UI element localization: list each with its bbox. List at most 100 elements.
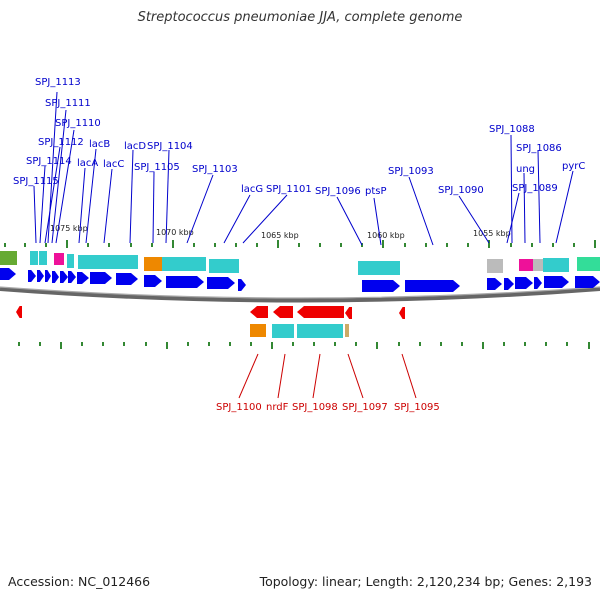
cog-block (144, 257, 162, 271)
forward-genes (0, 268, 600, 292)
gene-label: SPJ_1100 (216, 402, 262, 413)
tick-mark (250, 342, 252, 346)
gene-arrow (273, 306, 293, 318)
gene-label: SPJ_1112 (38, 137, 84, 148)
gene-label: lacB (89, 139, 110, 150)
gene-label: SPJ_1086 (516, 143, 562, 154)
gene-label: pyrC (562, 161, 585, 172)
tick-mark (235, 243, 237, 247)
tick-mark (398, 342, 400, 346)
cog-block (162, 257, 206, 271)
tick-mark (60, 342, 62, 349)
tick-mark (404, 243, 406, 247)
tick-mark (552, 243, 554, 247)
gene-label: SPJ_1115 (13, 176, 59, 187)
gene-label: lacD (124, 141, 146, 152)
gene-label: SPJ_1101 (266, 184, 312, 195)
tick-mark (594, 240, 596, 248)
tick-mark (545, 342, 547, 346)
tick-mark (503, 342, 505, 346)
gene-label: SPJ_1114 (26, 156, 72, 167)
cog-block (39, 251, 47, 265)
forward-cog-blocks (0, 251, 600, 275)
tick-mark (166, 342, 168, 349)
gene-arrow (345, 307, 352, 319)
cog-block (519, 259, 533, 271)
tick-mark (566, 342, 568, 346)
gene-arrow (405, 280, 460, 292)
tick-mark (376, 342, 378, 349)
tick-mark (461, 342, 463, 346)
cog-block (533, 259, 543, 271)
genome-title: Streptococcus pneumoniae JJA, complete g… (137, 10, 463, 25)
gene-arrow (90, 272, 112, 284)
cog-block (30, 251, 38, 265)
gene-label: SPJ_1113 (35, 77, 81, 88)
tick-mark (187, 342, 189, 346)
tick-mark (334, 342, 336, 346)
gene-arrow (37, 270, 44, 282)
tick-mark (446, 243, 448, 247)
gene-label: lacG (241, 184, 263, 195)
tick-mark (440, 342, 442, 346)
gene-label: SPJ_1105 (134, 162, 180, 173)
tick-mark (45, 243, 47, 247)
cog-block (297, 324, 343, 338)
gene-arrow (399, 307, 405, 319)
gene-label: SPJ_1089 (512, 183, 558, 194)
gene-arrow (362, 280, 400, 292)
tick-row-top (4, 240, 596, 248)
gene-label: SPJ_1098 (292, 402, 338, 413)
tick-mark (313, 342, 315, 346)
gene-label: lacC (103, 159, 124, 170)
gene-arrow (207, 277, 235, 289)
tick-mark (588, 342, 590, 349)
gene-arrow (238, 279, 246, 291)
gene-arrow (297, 306, 344, 318)
forward-leader-lines (33, 91, 574, 246)
gene-arrow (60, 271, 68, 283)
tick-mark (340, 243, 342, 247)
tick-mark (256, 243, 258, 247)
tick-mark (18, 342, 20, 346)
genome-summary-text: Topology: linear; Length: 2,120,234 bp; … (259, 574, 592, 589)
gene-label: SPJ_1110 (55, 118, 101, 129)
kbp-label: 1065 kbp (261, 231, 299, 240)
gene-label: ung (516, 164, 535, 175)
kbp-label: 1075 kbp (50, 224, 88, 233)
gene-arrow (77, 272, 89, 284)
gene-arrow (544, 276, 569, 288)
tick-mark (292, 342, 294, 346)
tick-mark (319, 243, 321, 247)
tick-mark (573, 243, 575, 247)
gene-label: SPJ_1097 (342, 402, 388, 413)
gene-arrow (16, 306, 22, 318)
tick-mark (39, 342, 41, 346)
cog-block (0, 251, 17, 265)
gene-arrow (575, 276, 600, 288)
tick-row-bottom (18, 342, 590, 349)
gene-label: SPJ_1096 (315, 186, 361, 197)
tick-mark (123, 342, 125, 346)
gene-arrow (166, 276, 204, 288)
gene-label: ptsP (365, 186, 387, 197)
tick-mark (467, 243, 469, 247)
tick-mark (108, 243, 110, 247)
gene-arrow (116, 273, 138, 285)
tick-mark (172, 240, 174, 248)
gene-label: SPJ_1090 (438, 185, 484, 196)
tick-mark (24, 243, 26, 247)
tick-mark (145, 342, 147, 346)
tick-mark (271, 342, 273, 349)
tick-mark (488, 240, 490, 248)
gene-label: SPJ_1088 (489, 124, 535, 135)
cog-block (487, 259, 503, 273)
tick-mark (4, 243, 6, 247)
tick-mark (214, 243, 216, 247)
gene-arrow (52, 271, 59, 283)
tick-mark (102, 342, 104, 346)
tick-mark (510, 243, 512, 247)
accession-text: Accession: NC_012466 (8, 574, 151, 589)
tick-mark (419, 342, 421, 346)
